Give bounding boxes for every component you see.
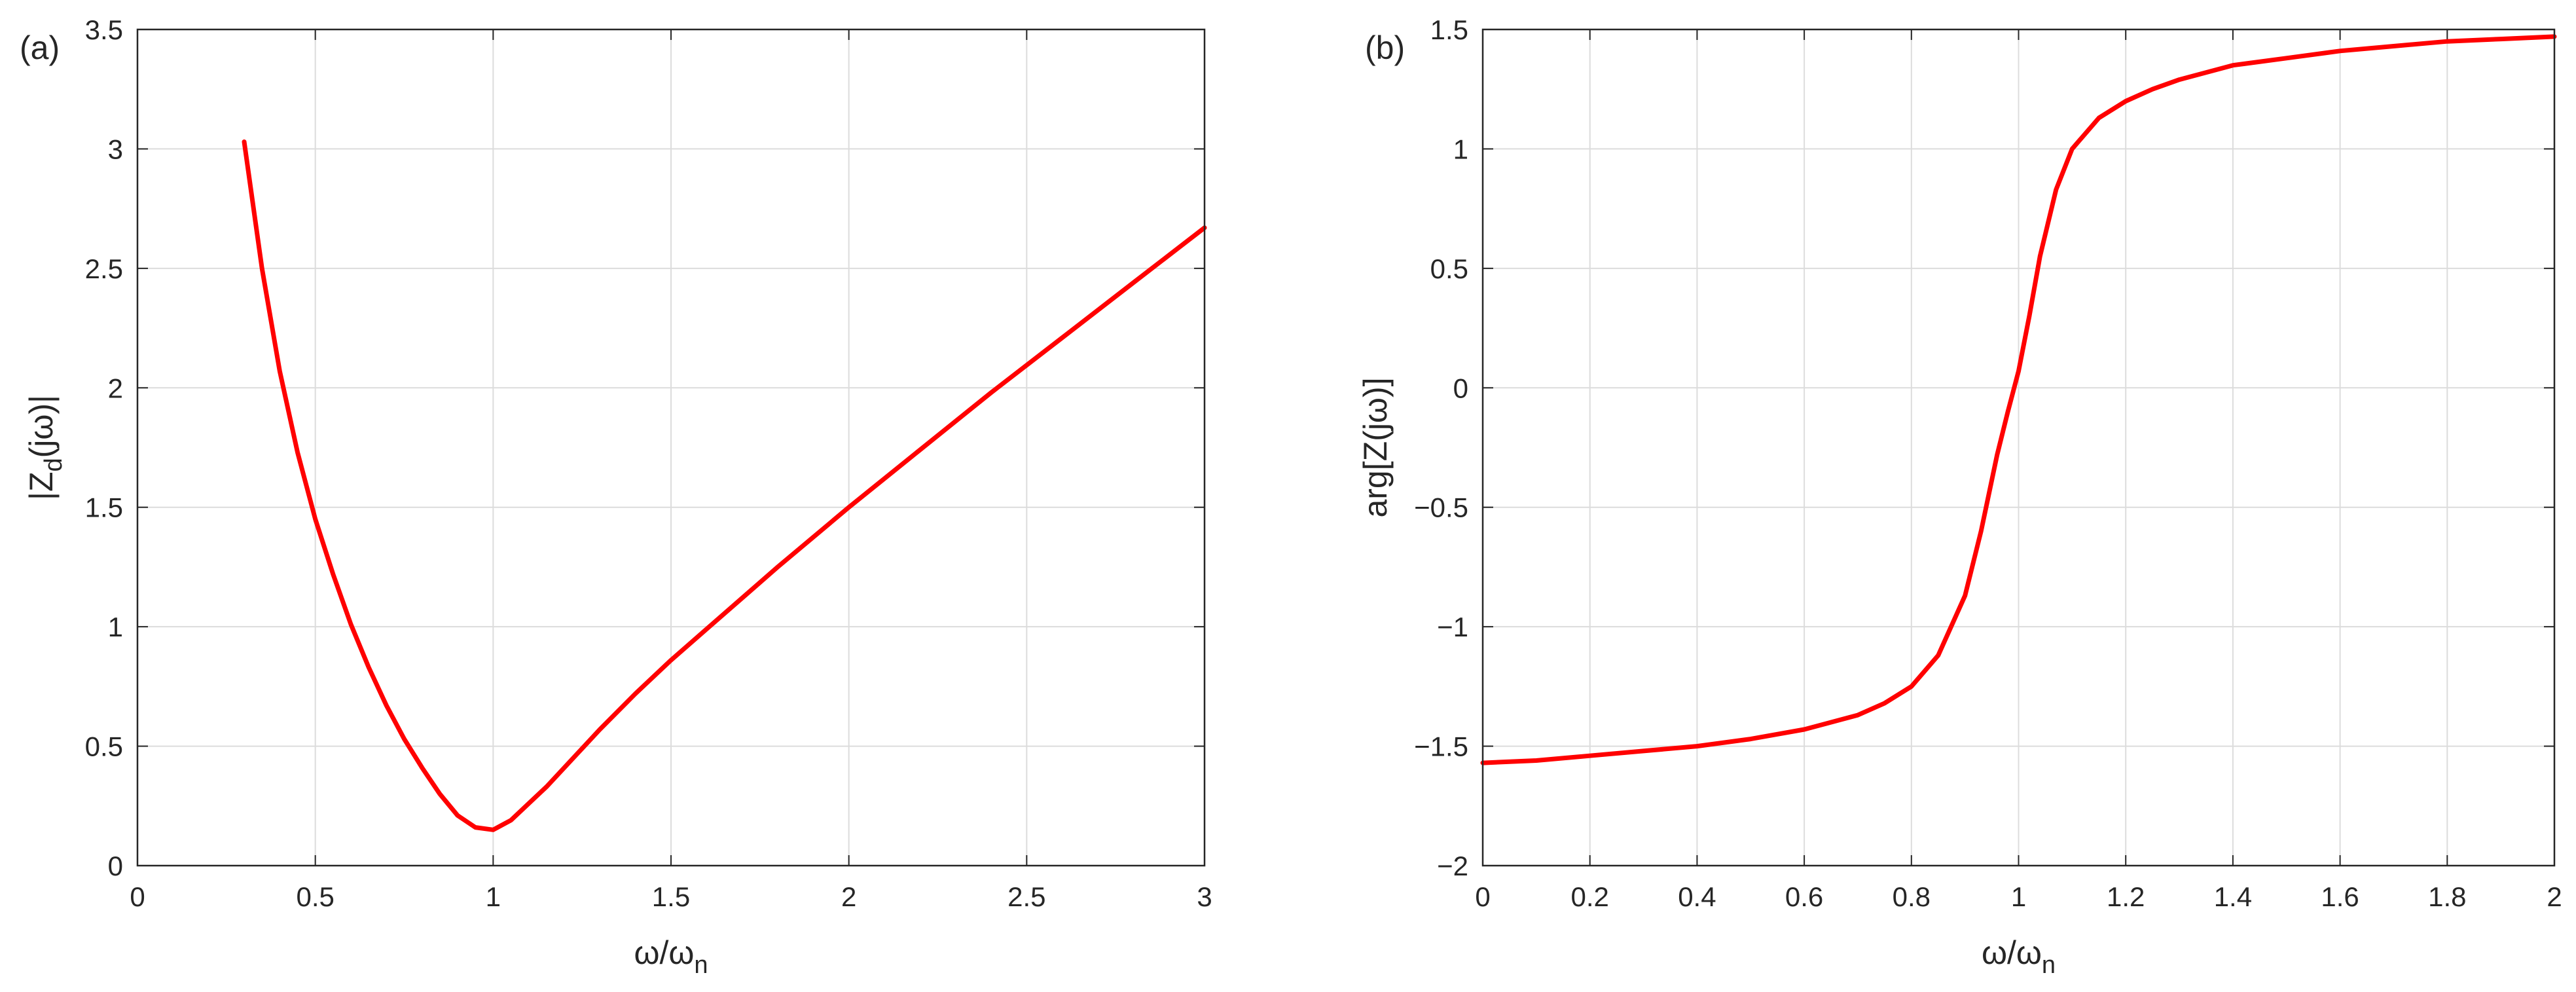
- panel-label: (b): [1365, 29, 1405, 66]
- y-tick-label: 0: [108, 851, 123, 881]
- x-tick-label: 2: [2547, 881, 2562, 912]
- x-tick-label: 0.8: [1893, 881, 1931, 912]
- series-line: [1480, 34, 2557, 765]
- y-tick-label: 3: [108, 134, 123, 164]
- x-tick-label: 0.6: [1785, 881, 1823, 912]
- y-tick-label: 1: [1453, 134, 1468, 164]
- x-tick-label: 1.8: [2428, 881, 2466, 912]
- x-tick-label: 1.4: [2214, 881, 2252, 912]
- y-tick-label: 0: [1453, 373, 1468, 403]
- x-tick-label: 2: [841, 881, 856, 912]
- y-tick-label: 1: [108, 612, 123, 642]
- y-tick-label: 3.5: [85, 14, 123, 45]
- x-tick-label: 1.6: [2321, 881, 2359, 912]
- x-tick-label: 0: [1475, 881, 1490, 912]
- x-axis-label: ω/ωn: [634, 934, 708, 979]
- x-tick-label: 0.2: [1571, 881, 1609, 912]
- x-tick-label: 1: [486, 881, 501, 912]
- y-tick-label: 1.5: [1430, 14, 1468, 45]
- y-axis-label: |Zd(jω)|: [23, 395, 67, 500]
- y-tick-label: 2: [108, 373, 123, 403]
- x-tick-label: 1.2: [2107, 881, 2145, 912]
- x-tick-label: 0.5: [296, 881, 334, 912]
- x-tick-label: 1.5: [652, 881, 690, 912]
- y-tick-label: 0.5: [1430, 253, 1468, 284]
- x-tick-label: 0: [130, 881, 145, 912]
- y-tick-label: 1.5: [85, 492, 123, 523]
- y-tick-label: 2.5: [85, 253, 123, 284]
- x-tick-label: 3: [1197, 881, 1212, 912]
- series-line: [242, 139, 1207, 832]
- x-tick-label: 2.5: [1007, 881, 1045, 912]
- y-tick-label: −1: [1437, 612, 1468, 642]
- axes-box: [1481, 28, 2556, 867]
- x-tick-label: 1: [2011, 881, 2026, 912]
- y-tick-label: −1.5: [1414, 731, 1468, 762]
- x-tick-label: 0.4: [1678, 881, 1716, 912]
- axes-box: [136, 28, 1206, 867]
- y-tick-label: −2: [1437, 851, 1468, 881]
- chart-panel-b: 0 0.2 0.4 0.6 0.8 1 1.2 1.4 1.6 1.8 2 −2 −1.5 −1 −0.5 0…: [1357, 14, 2562, 979]
- y-tick-label: −0.5: [1414, 492, 1468, 523]
- x-axis-label: ω/ωn: [1982, 934, 2056, 979]
- y-axis-label: arg[Z(jω)]: [1357, 377, 1394, 517]
- panel-label: (a): [20, 29, 60, 66]
- y-tick-label: 0.5: [85, 731, 123, 762]
- chart-panel-a: 0 0.5 1 1.5 2 2.5 3 0 0.5 1 1.5 2 2.5 3 3.5 ω/ωn |Zd(jω)…: [20, 14, 1212, 979]
